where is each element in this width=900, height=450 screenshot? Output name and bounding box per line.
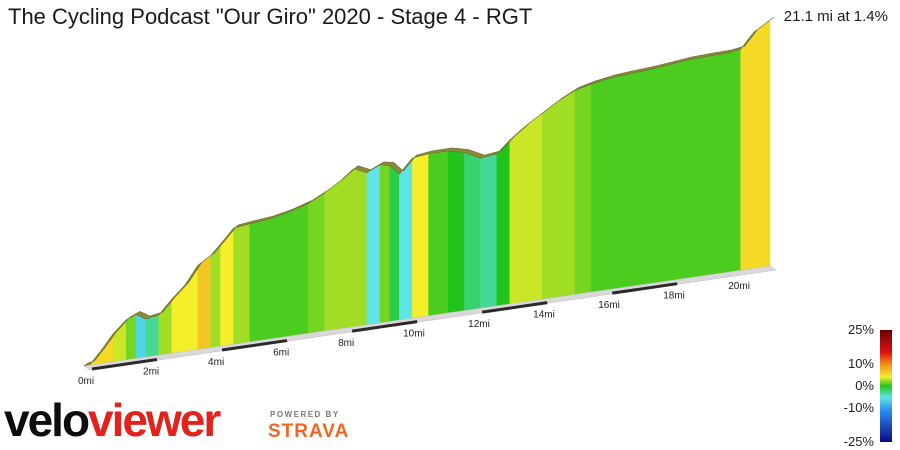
profile-segment [496, 139, 511, 307]
profile-segment [324, 179, 342, 332]
profile-segment [727, 48, 742, 273]
page-title: The Cycling Podcast "Our Giro" 2020 - St… [8, 4, 533, 29]
profile-segment [688, 55, 709, 279]
profile-segment [145, 314, 160, 358]
profile-segment [740, 31, 755, 271]
route-summary: 21.1 mi at 1.4% [783, 8, 888, 25]
profile-ridge [83, 16, 775, 367]
profile-segment [707, 52, 729, 276]
x-tick-label: 14mi [533, 310, 555, 321]
x-tick-label: 16mi [598, 300, 620, 311]
veloviewer-logo[interactable]: veloviewer [4, 394, 264, 446]
scale-label-25: 25% [847, 322, 874, 337]
profile-segment [542, 100, 559, 300]
profile-segment [288, 202, 309, 337]
profile-segments [83, 19, 771, 367]
profile-segment [480, 153, 498, 309]
x-tick-label: 12mi [468, 319, 490, 330]
profile-segment [668, 59, 690, 282]
profile-segment [447, 150, 465, 314]
profile-segment [171, 284, 186, 354]
profile-segment [753, 19, 771, 269]
x-tick-label: 0mi [78, 376, 94, 387]
axis-band [611, 282, 678, 295]
profile-segment [112, 319, 127, 363]
profile-segment [574, 83, 592, 295]
distance-axis: 0mi 2mi 4mi 6mi 8mi 10mi 12mi 14mi 16mi 18mi 20mi [78, 281, 750, 387]
x-tick-label: 6mi [273, 348, 289, 359]
x-tick-label: 18mi [663, 291, 685, 302]
profile-segment [135, 313, 147, 359]
profile-segment [220, 227, 234, 347]
profile-segment [233, 223, 251, 345]
powered-by-label: POWERED BY [270, 410, 340, 419]
profile-segment [308, 192, 325, 334]
profile-segment [464, 152, 481, 311]
profile-segment [269, 211, 290, 340]
logo-velo: velo [4, 394, 90, 446]
profile-segment [610, 73, 631, 290]
scale-label-minus25: -25% [843, 434, 874, 449]
profile-segment [649, 64, 670, 284]
profile-segment [428, 150, 449, 317]
x-tick-label: 4mi [208, 357, 224, 368]
profile-segment [389, 164, 400, 322]
profile-segment [353, 168, 368, 328]
scale-label-10: 10% [847, 356, 874, 371]
x-tick-label: 8mi [338, 338, 354, 349]
axis-band [481, 301, 548, 314]
profile-segment [125, 313, 137, 361]
profile-segment [366, 164, 381, 326]
profile-segment [379, 164, 390, 324]
profile-segment [412, 153, 429, 319]
axis-band [221, 339, 288, 352]
profile-segment [399, 157, 413, 321]
profile-segment [558, 89, 576, 298]
scale-label-0: 0% [855, 378, 874, 393]
strava-logo[interactable]: STRAVA [268, 421, 350, 442]
profile-segment [340, 167, 355, 329]
axis-band [91, 358, 158, 371]
logo-viewer: viewer [88, 394, 221, 446]
profile-segment [210, 243, 221, 348]
x-tick-label: 2mi [143, 367, 159, 378]
profile-segment [629, 69, 651, 287]
axis-band [351, 320, 418, 333]
profile-segment [525, 112, 543, 302]
profile-segment [590, 77, 611, 293]
profile-segment [509, 124, 527, 305]
x-tick-label: 10mi [403, 329, 425, 340]
scale-label-minus10: -10% [843, 400, 874, 415]
profile-segment [197, 254, 212, 350]
x-tick-label: 20mi [728, 281, 750, 292]
profile-segment [249, 218, 270, 343]
gradient-scale-bar [880, 330, 892, 442]
